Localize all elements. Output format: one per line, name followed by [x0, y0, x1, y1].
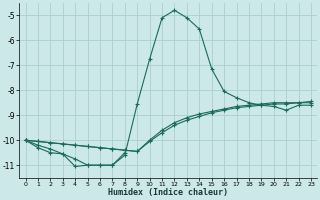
X-axis label: Humidex (Indice chaleur): Humidex (Indice chaleur): [108, 188, 228, 197]
